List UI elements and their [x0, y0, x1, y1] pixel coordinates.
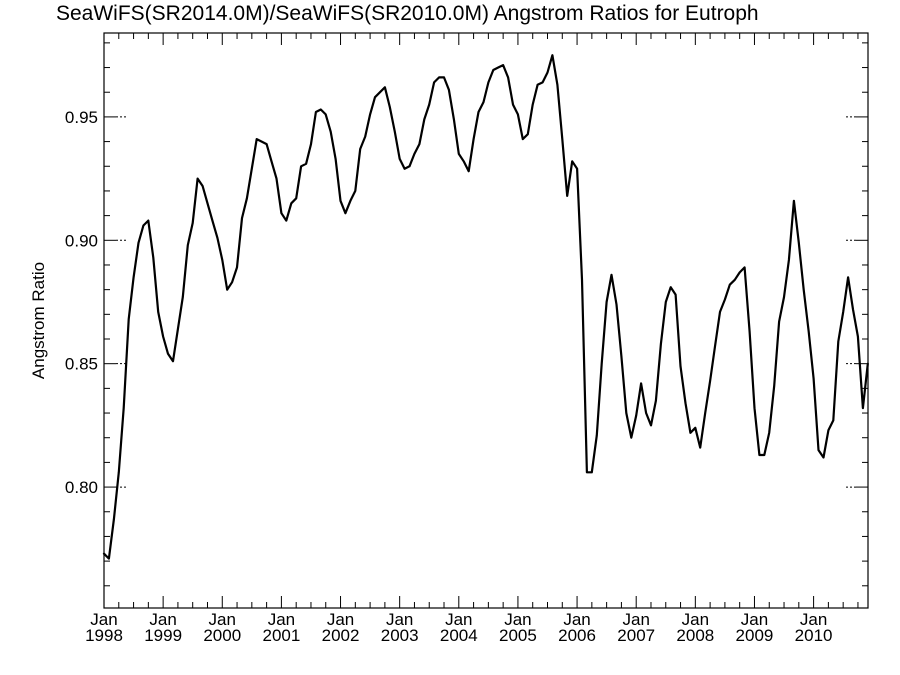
- x-tick-month-label: Jan: [741, 610, 768, 629]
- y-axis-label: Angstrom Ratio: [29, 262, 48, 379]
- y-tick-label: 0.80: [65, 478, 98, 497]
- x-tick-year-label: 2009: [736, 626, 774, 645]
- x-tick-year-label: 2007: [617, 626, 655, 645]
- x-tick-month-label: Jan: [209, 610, 236, 629]
- x-tick-month-label: Jan: [327, 610, 354, 629]
- axis-ticks: Jan1998Jan1999Jan2000Jan2001Jan2002Jan20…: [65, 33, 868, 645]
- x-tick-month-label: Jan: [563, 610, 590, 629]
- x-tick-month-label: Jan: [504, 610, 531, 629]
- x-tick-year-label: 2006: [558, 626, 596, 645]
- x-tick-month-label: Jan: [445, 610, 472, 629]
- x-tick-year-label: 2010: [795, 626, 833, 645]
- x-tick-year-label: 2002: [322, 626, 360, 645]
- x-tick-month-label: Jan: [268, 610, 295, 629]
- x-tick-year-label: 2004: [440, 626, 478, 645]
- chart-title: SeaWiFS(SR2014.0M)/SeaWiFS(SR2010.0M) An…: [56, 2, 759, 25]
- plot-frame: [103, 32, 869, 609]
- y-tick-label: 0.95: [65, 108, 98, 127]
- x-tick-year-label: 2001: [262, 626, 300, 645]
- y-tick-label: 0.85: [65, 355, 98, 374]
- x-tick-month-label: Jan: [682, 610, 709, 629]
- x-tick-month-label: Jan: [622, 610, 649, 629]
- x-tick-year-label: 2005: [499, 626, 537, 645]
- y-tick-label: 0.90: [65, 231, 98, 250]
- x-tick-year-label: 1998: [85, 626, 123, 645]
- x-tick-year-label: 2008: [676, 626, 714, 645]
- x-tick-year-label: 2000: [203, 626, 241, 645]
- x-tick-year-label: 2003: [381, 626, 419, 645]
- series-line-0: [102, 54, 869, 560]
- x-tick-month-label: Jan: [149, 610, 176, 629]
- series-layer: [102, 54, 869, 560]
- x-tick-year-label: 1999: [144, 626, 182, 645]
- x-tick-month-label: Jan: [800, 610, 827, 629]
- x-tick-month-label: Jan: [90, 610, 117, 629]
- x-tick-month-label: Jan: [386, 610, 413, 629]
